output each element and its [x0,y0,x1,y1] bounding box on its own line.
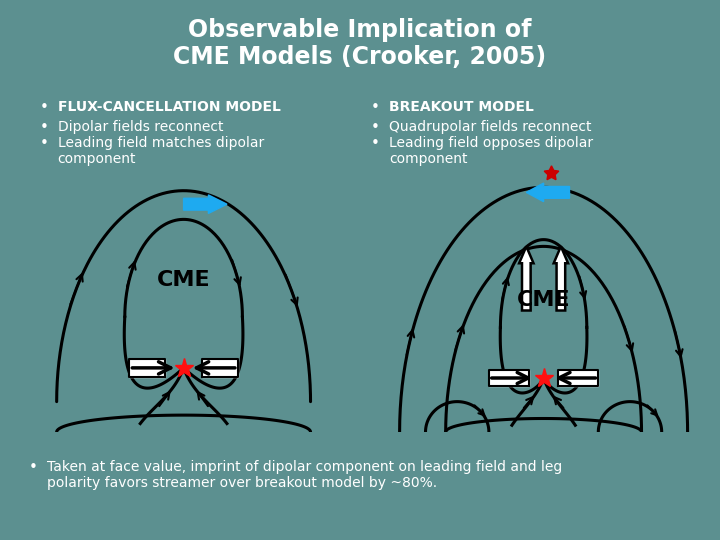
Text: Taken at face value, imprint of dipolar component on leading field and leg
polar: Taken at face value, imprint of dipolar … [47,460,562,490]
FancyArrow shape [526,183,570,201]
Text: •: • [40,100,48,115]
Polygon shape [130,359,165,377]
Text: Quadrupolar fields reconnect: Quadrupolar fields reconnect [389,120,591,134]
Polygon shape [202,359,238,377]
Text: •: • [371,120,379,135]
Text: CME: CME [517,291,570,310]
Text: FLUX-CANCELLATION MODEL: FLUX-CANCELLATION MODEL [58,100,281,114]
Polygon shape [489,370,529,386]
Text: •: • [371,136,379,151]
Text: CME Models (Crooker, 2005): CME Models (Crooker, 2005) [174,45,546,69]
FancyArrow shape [554,246,568,310]
Text: •: • [371,100,379,115]
FancyArrow shape [519,246,534,310]
Text: Leading field opposes dipolar
component: Leading field opposes dipolar component [389,136,593,166]
Text: •: • [40,136,48,151]
Text: •: • [29,460,37,475]
Text: Observable Implication of: Observable Implication of [188,18,532,42]
Text: Dipolar fields reconnect: Dipolar fields reconnect [58,120,223,134]
Text: BREAKOUT MODEL: BREAKOUT MODEL [389,100,534,114]
Text: •: • [40,120,48,135]
FancyArrow shape [184,195,227,213]
Polygon shape [558,370,598,386]
Text: Leading field matches dipolar
component: Leading field matches dipolar component [58,136,264,166]
Text: CME: CME [157,270,210,290]
